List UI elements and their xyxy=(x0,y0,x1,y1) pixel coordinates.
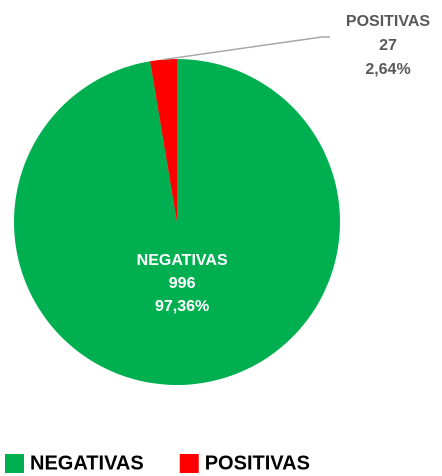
pie-slice xyxy=(14,59,341,385)
legend-swatch xyxy=(5,454,24,473)
legend-label: POSITIVAS xyxy=(205,452,310,474)
data-label: POSITIVAS xyxy=(346,13,430,30)
leader-line xyxy=(163,36,330,61)
legend-label: NEGATIVAS xyxy=(30,452,144,474)
data-label: 2,64% xyxy=(365,61,410,78)
data-label: 27 xyxy=(379,37,397,54)
data-label: 97,36% xyxy=(155,298,209,315)
data-label: 996 xyxy=(169,275,196,292)
pie-slice xyxy=(150,59,177,222)
data-label: NEGATIVAS xyxy=(137,252,228,269)
legend-swatch xyxy=(179,454,199,473)
